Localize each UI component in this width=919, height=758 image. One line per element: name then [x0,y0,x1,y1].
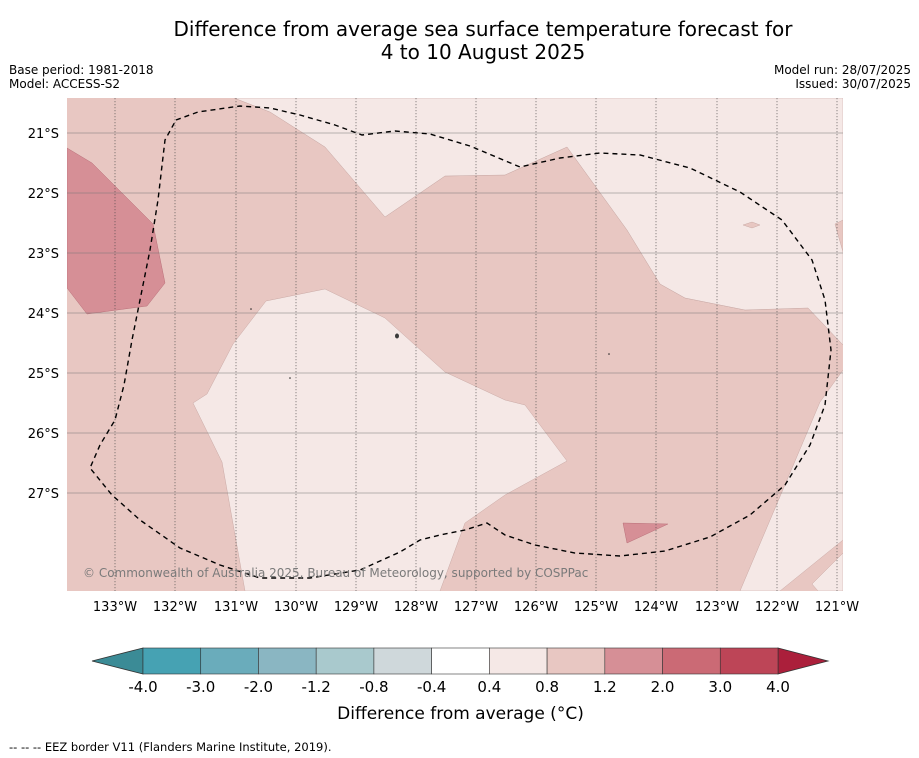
anomaly-region-0.4-0.8-central [192,288,568,591]
lat-label: 26°S [28,427,59,442]
lat-gridlines [67,132,843,494]
colorbar-title: Difference from average (°C) [0,704,919,724]
base-period: Base period: 1981-2018 [9,63,154,77]
anomaly-region-1.2-2.0-south [622,522,669,544]
colorbar-tick-label: -4.0 [128,678,157,696]
lon-label: 133°W [93,600,137,615]
colorbar-tick-label: -2.0 [244,678,273,696]
colorbar-segment [546,647,606,675]
colorbar-tick-label: -3.0 [186,678,215,696]
lon-label: 122°W [755,600,799,615]
colorbar-segment [373,647,432,675]
lon-label: 132°W [153,600,197,615]
lat-label: 24°S [28,307,59,322]
lat-label: 23°S [28,247,59,262]
island-point [250,308,252,310]
colorbar-segment [719,647,779,675]
lon-label: 129°W [334,600,378,615]
colorbar-extend-low [91,647,144,675]
colorbar-tick-label: -1.2 [302,678,331,696]
colorbar-segment [431,647,490,675]
lon-label: 125°W [574,600,618,615]
eez-border [89,105,832,579]
lon-label: 128°W [394,600,438,615]
colorbar-segment [315,647,375,675]
island-dot [395,333,399,339]
map-figure: © Commonwealth of Australia 2025, Bureau… [28,98,859,696]
colorbar-tick-label: -0.4 [417,678,446,696]
colorbar-segment [604,647,663,675]
eez-legend-note: -- -- -- EEZ border V11 (Flanders Marine… [9,740,332,754]
title-line-2: 4 to 10 August 2025 [380,40,586,64]
lon-gridlines [114,98,838,591]
colorbar-segment [489,647,548,675]
title-line-1: Difference from average sea surface temp… [173,17,793,41]
lat-label: 25°S [28,367,59,382]
lat-labels: 21°S 22°S 23°S 24°S 25°S 26°S 27°S [28,127,59,502]
colorbar-label: Difference from average ( [337,704,557,724]
lat-label: 22°S [28,187,59,202]
colorbar-ticks: -4.0 -3.0 -2.0 -1.2 -0.8 -0.4 0.4 0.8 1.2 2.0 3.0 4… [128,678,790,696]
colorbar-extend-high [777,647,830,675]
lon-label: 131°W [214,600,258,615]
island-point [608,353,610,355]
meta-left: Base period: 1981-2018 Model: ACCESS-S2 [9,63,154,91]
lon-label: 127°W [454,600,498,615]
lon-label: 126°W [514,600,558,615]
colorbar-segment [662,647,721,675]
colorbar-tick-label: 1.2 [593,678,617,696]
colorbar-tick-label: 4.0 [766,678,790,696]
colorbar: -4.0 -3.0 -2.0 -1.2 -0.8 -0.4 0.4 0.8 1.2 2.0 3.0 4… [91,647,830,696]
lon-label: 121°W [815,600,859,615]
lon-label: 124°W [634,600,678,615]
model-run: Model run: 28/07/2025 [773,63,911,77]
lon-labels: 133°W 132°W 131°W 130°W 129°W 128°W 127°… [93,600,859,615]
lon-label: 130°W [274,600,318,615]
colorbar-segment [200,647,259,675]
map-area: © Commonwealth of Australia 2025, Bureau… [67,98,843,591]
issued-date: Issued: 30/07/2025 [795,77,911,91]
anomaly-region-0.4-0.8-upper [233,98,843,346]
colorbar-tick-label: -0.8 [359,678,388,696]
copyright-text: © Commonwealth of Australia 2025, Bureau… [83,566,588,580]
colorbar-tick-label: 0.4 [477,678,501,696]
colorbar-label-close: ) [577,704,584,724]
model-name: Model: ACCESS-S2 [9,77,121,91]
colorbar-segment [142,647,202,675]
colorbar-tick-label: 3.0 [708,678,732,696]
colorbar-segments [142,647,779,675]
meta-right: Model run: 28/07/2025 Issued: 30/07/2025 [774,63,911,91]
anomaly-region-1.2-2.0-west [67,147,166,315]
colorbar-unit: °C [556,704,578,724]
map-title: Difference from average sea surface temp… [0,18,919,64]
anomaly-blip-north-east [742,221,761,229]
anomaly-region-0.4-0.8-east [739,369,843,591]
lon-label: 123°W [695,600,739,615]
lat-label: 21°S [28,127,59,142]
colorbar-tick-label: 2.0 [651,678,675,696]
lat-label: 27°S [28,487,59,502]
island-point [289,377,291,379]
anomaly-region-0.4-0.8-south-east [811,552,843,591]
colorbar-segment [258,647,317,675]
colorbar-tick-label: 0.8 [535,678,559,696]
